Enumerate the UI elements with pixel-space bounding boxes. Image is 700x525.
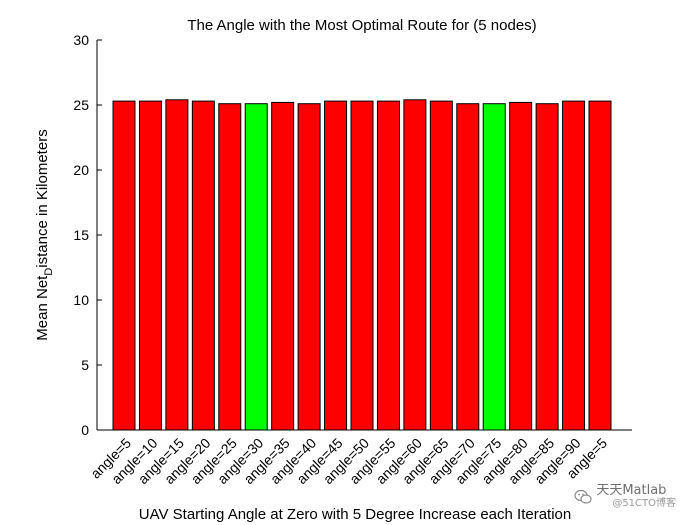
y-tick-label: 0 [81, 422, 89, 438]
y-tick-label: 15 [73, 227, 89, 243]
bar-angle-40 [297, 103, 321, 431]
chart-title: The Angle with the Most Optimal Route fo… [187, 17, 536, 34]
x-axis-label: UAV Starting Angle at Zero with 5 Degree… [139, 506, 571, 523]
y-axis: 0 5 10 15 20 25 30 [73, 32, 102, 438]
bar-angle-5 [588, 100, 612, 431]
y-tick-label: 30 [73, 32, 89, 48]
bar-angle-85 [535, 103, 559, 431]
svg-text:Mean NetDistance in Kilometers: Mean NetDistance in Kilometers [34, 129, 55, 340]
wechat-icon [574, 489, 592, 504]
watermark-subtext: @51CTO博客 [612, 498, 676, 509]
y-axis-label: Mean NetDistance in Kilometers [34, 129, 55, 340]
x-axis: angle=5angle=10angle=15angle=20angle=25a… [87, 425, 632, 487]
y-tick-label: 20 [73, 162, 89, 178]
bars [112, 99, 612, 431]
bar-angle-5 [112, 100, 136, 431]
watermark: 天天Matlab @51CTO博客 [574, 484, 676, 510]
y-axis-label-main: Mean Net [34, 275, 51, 341]
y-axis-label-rest: istance in Kilometers [34, 129, 51, 267]
bar-angle-75-highlight [482, 103, 506, 431]
watermark-text: 天天Matlab [596, 483, 667, 498]
bar-angle-45 [324, 100, 348, 431]
bar-angle-80 [509, 101, 533, 431]
bar-angle-65 [429, 100, 453, 431]
bar-angle-30-highlight [244, 103, 268, 431]
bar-angle-90 [562, 100, 586, 431]
bar-angle-20 [191, 100, 215, 431]
bar-angle-50 [350, 100, 374, 431]
bar-angle-25 [218, 103, 242, 431]
bar-angle-10 [138, 100, 162, 431]
bar-angle-55 [376, 100, 400, 431]
y-axis-label-subscript: D [43, 268, 55, 276]
bar-angle-60 [403, 99, 427, 431]
bar-angle-15 [165, 99, 189, 431]
bar-angle-35 [271, 101, 295, 431]
bar-angle-70 [456, 103, 480, 431]
y-tick-label: 25 [73, 97, 89, 113]
y-tick-label: 10 [73, 292, 89, 308]
y-tick-label: 5 [81, 357, 89, 373]
